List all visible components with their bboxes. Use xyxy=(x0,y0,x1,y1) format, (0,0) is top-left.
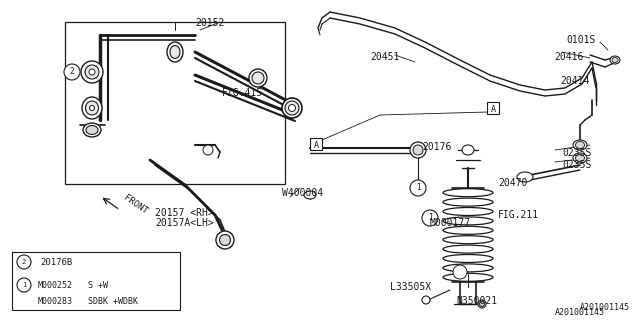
Ellipse shape xyxy=(285,101,299,115)
Text: 1: 1 xyxy=(22,282,26,288)
Ellipse shape xyxy=(462,145,474,155)
Ellipse shape xyxy=(216,231,234,249)
Text: A: A xyxy=(490,105,495,114)
Ellipse shape xyxy=(410,142,426,158)
Ellipse shape xyxy=(249,69,267,87)
Text: 2: 2 xyxy=(22,259,26,265)
Ellipse shape xyxy=(167,42,183,62)
Text: W400004: W400004 xyxy=(282,188,323,198)
Ellipse shape xyxy=(86,101,99,115)
Text: L33505X: L33505X xyxy=(390,282,431,292)
Text: 20152: 20152 xyxy=(195,18,225,28)
Text: S +W: S +W xyxy=(88,281,108,290)
Ellipse shape xyxy=(517,172,533,182)
Ellipse shape xyxy=(575,141,584,148)
Text: 0101S: 0101S xyxy=(566,35,595,45)
Ellipse shape xyxy=(304,191,316,199)
Bar xyxy=(310,138,322,150)
Ellipse shape xyxy=(612,58,618,62)
Ellipse shape xyxy=(83,123,101,137)
Ellipse shape xyxy=(610,56,620,64)
Bar xyxy=(487,102,499,114)
Circle shape xyxy=(422,210,438,226)
Ellipse shape xyxy=(252,72,264,84)
Text: A201001145: A201001145 xyxy=(580,303,630,312)
Ellipse shape xyxy=(89,69,95,75)
Text: 0235S: 0235S xyxy=(562,160,591,170)
Text: 20416: 20416 xyxy=(554,52,584,62)
Text: M000283: M000283 xyxy=(38,297,73,306)
Text: A201001145: A201001145 xyxy=(555,308,605,317)
Ellipse shape xyxy=(422,296,430,304)
Bar xyxy=(65,22,285,184)
Circle shape xyxy=(453,265,467,279)
Text: 20451: 20451 xyxy=(370,52,399,62)
Text: 1: 1 xyxy=(416,183,420,193)
Text: A: A xyxy=(314,140,319,149)
Circle shape xyxy=(64,64,80,80)
Ellipse shape xyxy=(220,235,230,245)
Text: FIG.211: FIG.211 xyxy=(498,210,539,220)
Text: SDBK +WDBK: SDBK +WDBK xyxy=(88,297,138,306)
Ellipse shape xyxy=(413,145,423,155)
Text: 20176B: 20176B xyxy=(40,258,72,267)
Ellipse shape xyxy=(170,45,180,59)
Circle shape xyxy=(203,145,213,155)
Text: M000177: M000177 xyxy=(430,218,471,228)
Ellipse shape xyxy=(85,65,99,79)
Ellipse shape xyxy=(82,97,102,119)
Circle shape xyxy=(410,180,426,196)
Ellipse shape xyxy=(573,153,587,163)
Text: 2: 2 xyxy=(70,68,74,76)
Ellipse shape xyxy=(289,105,296,111)
Ellipse shape xyxy=(282,98,302,118)
Ellipse shape xyxy=(478,300,486,308)
Text: 20157A<LH>: 20157A<LH> xyxy=(155,218,214,228)
Circle shape xyxy=(17,278,31,292)
Ellipse shape xyxy=(90,106,95,110)
Text: 20176: 20176 xyxy=(422,142,451,152)
Text: 20157 <RH>: 20157 <RH> xyxy=(155,208,214,218)
Text: FIG.415: FIG.415 xyxy=(222,88,263,98)
Text: 20470: 20470 xyxy=(498,178,527,188)
Circle shape xyxy=(17,255,31,269)
Text: M000252: M000252 xyxy=(38,281,73,290)
Text: 20414: 20414 xyxy=(560,76,589,86)
Text: 1: 1 xyxy=(428,213,432,222)
Bar xyxy=(12,252,180,310)
Text: 0235S: 0235S xyxy=(562,148,591,158)
Ellipse shape xyxy=(573,140,587,150)
Ellipse shape xyxy=(479,301,484,307)
Ellipse shape xyxy=(86,125,98,134)
Text: FRONT: FRONT xyxy=(122,194,149,216)
Text: N350021: N350021 xyxy=(456,296,497,306)
Ellipse shape xyxy=(81,61,103,83)
Ellipse shape xyxy=(575,155,584,162)
